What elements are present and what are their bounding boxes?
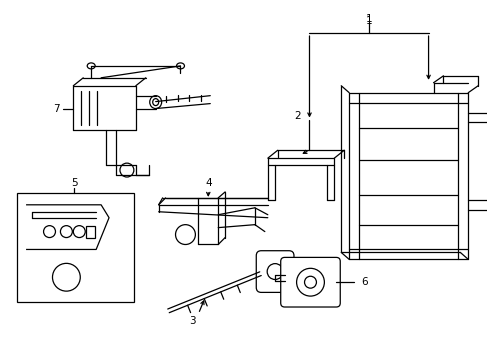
Bar bbox=[86, 226, 95, 238]
Text: 5: 5 bbox=[71, 178, 78, 188]
Text: 2: 2 bbox=[294, 111, 300, 121]
Ellipse shape bbox=[149, 96, 162, 109]
Bar bbox=[17, 193, 134, 302]
Ellipse shape bbox=[152, 99, 158, 105]
Text: 4: 4 bbox=[204, 178, 211, 188]
Text: 6: 6 bbox=[360, 277, 367, 287]
Text: 3: 3 bbox=[189, 316, 195, 326]
FancyBboxPatch shape bbox=[256, 251, 293, 292]
FancyBboxPatch shape bbox=[280, 257, 340, 307]
Ellipse shape bbox=[176, 63, 184, 69]
Text: 7: 7 bbox=[53, 104, 60, 113]
Text: 1: 1 bbox=[365, 16, 371, 26]
Ellipse shape bbox=[87, 63, 95, 69]
Text: 1: 1 bbox=[365, 14, 371, 24]
